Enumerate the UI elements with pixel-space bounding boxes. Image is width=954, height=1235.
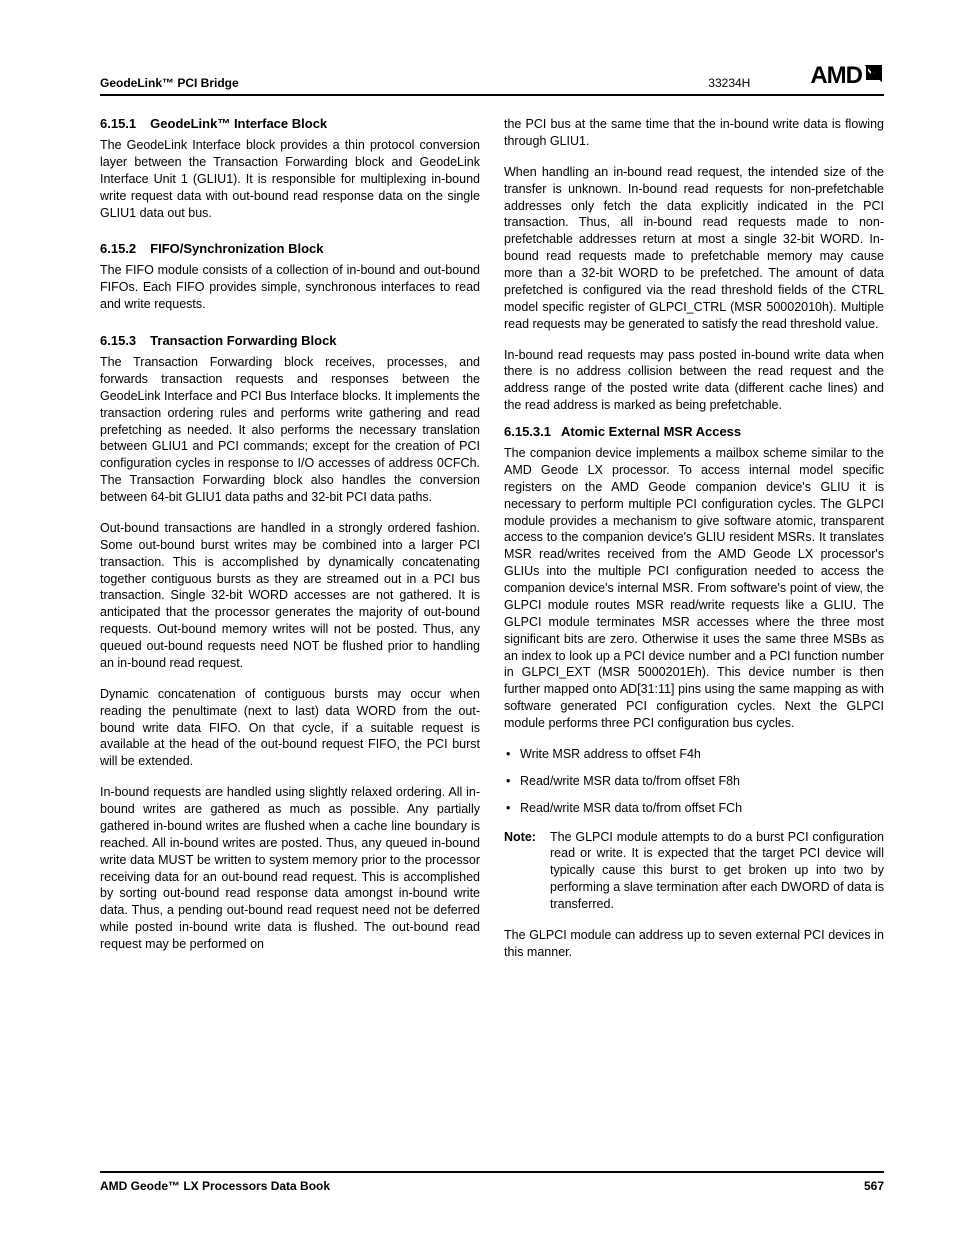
heading-number: 6.15.1 <box>100 116 136 131</box>
paragraph: the PCI bus at the same time that the in… <box>504 116 884 150</box>
heading-6-15-2: 6.15.2 FIFO/Synchronization Block <box>100 241 480 256</box>
list-item: Read/write MSR data to/from offset F8h <box>504 773 884 790</box>
list-item: Write MSR address to offset F4h <box>504 746 884 763</box>
heading-text: FIFO/Synchronization Block <box>150 241 323 256</box>
paragraph: Out-bound transactions are handled in a … <box>100 520 480 672</box>
note-text: The GLPCI module attempts to do a burst … <box>550 829 884 913</box>
paragraph: The GeodeLink Interface block provides a… <box>100 137 480 221</box>
paragraph: Dynamic concatenation of contiguous burs… <box>100 686 480 770</box>
amd-logo: AMD <box>810 62 884 90</box>
content-columns: 6.15.1 GeodeLink™ Interface Block The Geo… <box>100 116 884 975</box>
paragraph: The Transaction Forwarding block receive… <box>100 354 480 506</box>
page-header: GeodeLink™ PCI Bridge 33234H AMD <box>100 62 884 96</box>
paragraph: In-bound requests are handled using slig… <box>100 784 480 953</box>
page-footer: AMD Geode™ LX Processors Data Book 567 <box>100 1171 884 1193</box>
heading-6-15-3-1: 6.15.3.1 Atomic External MSR Access <box>504 424 884 439</box>
paragraph: In-bound read requests may pass posted i… <box>504 347 884 415</box>
paragraph: The companion device implements a mailbo… <box>504 445 884 732</box>
header-title: GeodeLink™ PCI Bridge <box>100 76 239 90</box>
paragraph: The FIFO module consists of a collection… <box>100 262 480 313</box>
left-column: 6.15.1 GeodeLink™ Interface Block The Geo… <box>100 116 480 975</box>
list-item: Read/write MSR data to/from offset FCh <box>504 800 884 817</box>
heading-text: GeodeLink™ Interface Block <box>150 116 327 131</box>
header-right: 33234H AMD <box>708 62 884 90</box>
bullet-list: Write MSR address to offset F4h Read/wri… <box>504 746 884 817</box>
heading-6-15-3: 6.15.3 Transaction Forwarding Block <box>100 333 480 348</box>
page: GeodeLink™ PCI Bridge 33234H AMD 6.15.1 G… <box>0 0 954 1235</box>
amd-arrow-icon <box>864 62 884 90</box>
header-docnum: 33234H <box>708 76 750 90</box>
heading-6-15-1: 6.15.1 GeodeLink™ Interface Block <box>100 116 480 131</box>
heading-text: Atomic External MSR Access <box>561 424 741 439</box>
footer-page-number: 567 <box>864 1179 884 1193</box>
amd-logo-text: AMD <box>810 62 862 90</box>
heading-number: 6.15.3 <box>100 333 136 348</box>
note: Note: The GLPCI module attempts to do a … <box>504 829 884 913</box>
footer-book-title: AMD Geode™ LX Processors Data Book <box>100 1179 330 1193</box>
right-column: the PCI bus at the same time that the in… <box>504 116 884 975</box>
paragraph: When handling an in-bound read request, … <box>504 164 884 333</box>
note-label: Note: <box>504 829 550 913</box>
heading-text: Transaction Forwarding Block <box>150 333 336 348</box>
heading-number: 6.15.2 <box>100 241 136 256</box>
paragraph: The GLPCI module can address up to seven… <box>504 927 884 961</box>
heading-number: 6.15.3.1 <box>504 424 551 439</box>
